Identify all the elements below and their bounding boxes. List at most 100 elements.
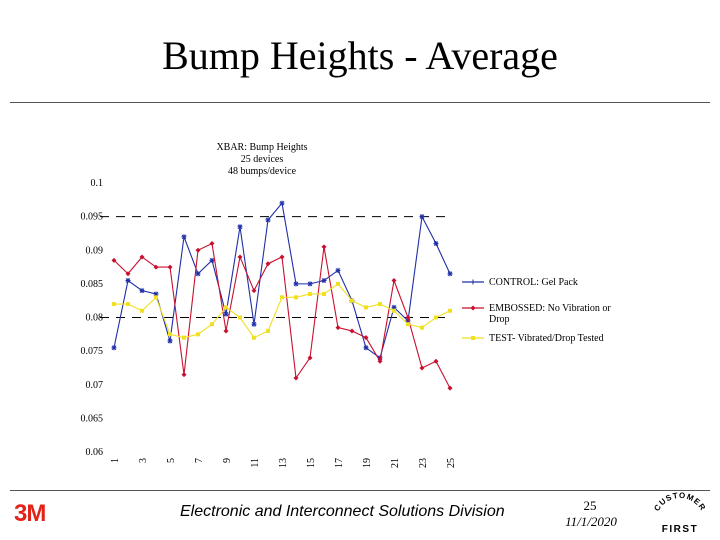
data-point (363, 335, 369, 341)
data-point (181, 234, 187, 240)
legend-marker (470, 279, 476, 285)
data-point (433, 358, 439, 364)
data-point (364, 305, 368, 310)
data-point (322, 291, 326, 296)
x-tick-label: 5 (166, 458, 177, 463)
data-point (349, 328, 355, 334)
data-point (350, 298, 354, 303)
data-point (420, 325, 424, 330)
data-point (308, 291, 312, 296)
data-point (195, 247, 201, 253)
data-point (279, 200, 285, 206)
data-point (195, 271, 201, 277)
data-point (293, 281, 299, 287)
data-point (307, 281, 313, 287)
data-point (419, 365, 425, 371)
data-point (448, 308, 452, 313)
data-point (237, 224, 243, 230)
x-tick-label: 17 (334, 458, 345, 468)
data-point (406, 322, 410, 327)
y-tick-label: 0.07 (86, 380, 104, 391)
data-point (140, 308, 144, 313)
page-date: 11/1/2020 (565, 514, 617, 529)
data-point (224, 305, 228, 310)
chart-title-line: XBAR: Bump Heights (216, 142, 307, 153)
data-point (265, 217, 271, 223)
data-point (139, 254, 145, 260)
series-line (113, 201, 451, 359)
data-point (153, 291, 159, 297)
y-tick-label: 0.065 (81, 413, 104, 424)
data-point (125, 278, 131, 284)
data-point (182, 335, 186, 340)
legend-label: Drop (489, 314, 510, 325)
data-point (307, 355, 313, 361)
x-tick-label: 7 (194, 458, 205, 463)
data-point (223, 328, 229, 334)
x-tick-label: 11 (250, 458, 261, 468)
data-point (196, 332, 200, 337)
svg-text:CUSTOMER: CUSTOMER (652, 492, 707, 513)
data-point (377, 355, 383, 361)
y-tick-label: 0.075 (81, 346, 104, 357)
y-tick-label: 0.09 (86, 245, 104, 256)
customer-first-logo: CUSTOMER FIRST (652, 492, 707, 535)
data-point (336, 281, 340, 286)
title-rule (10, 102, 710, 103)
legend-label: CONTROL: Gel Pack (489, 277, 578, 288)
data-point (111, 345, 117, 351)
y-tick-label: 0.095 (81, 212, 104, 223)
data-point (168, 332, 172, 337)
data-point (280, 295, 284, 300)
data-point (434, 315, 438, 320)
data-point (265, 261, 271, 267)
data-point (293, 375, 299, 381)
x-tick-label: 21 (390, 458, 401, 468)
data-point (377, 358, 383, 364)
data-point (294, 295, 298, 300)
x-tick-label: 25 (446, 458, 457, 468)
data-point (112, 302, 116, 307)
y-tick-label: 0.08 (86, 313, 104, 324)
data-point (139, 288, 145, 294)
data-point (405, 318, 411, 324)
data-point (335, 325, 341, 331)
customer-first-bottom: FIRST (662, 524, 698, 535)
data-point (223, 311, 229, 317)
data-point (447, 271, 453, 277)
division-name: Electronic and Interconnect Solutions Di… (180, 503, 505, 520)
data-point (392, 308, 396, 313)
data-point (111, 257, 117, 263)
x-tick-label: 13 (278, 458, 289, 468)
data-point (391, 278, 397, 284)
data-point (252, 335, 256, 340)
data-point (251, 288, 257, 294)
data-point (210, 322, 214, 327)
data-point (266, 328, 270, 333)
data-point (209, 241, 215, 247)
data-point (167, 264, 173, 270)
data-point (154, 295, 158, 300)
page-number: 25 (583, 498, 597, 513)
footer-rule (10, 490, 710, 491)
data-point (237, 254, 243, 260)
data-point (209, 257, 215, 263)
data-point (447, 385, 453, 391)
data-point (363, 345, 369, 351)
data-point (126, 302, 130, 307)
data-point (125, 271, 131, 277)
chart-title-line: 25 devices (241, 154, 284, 165)
data-point (391, 304, 397, 310)
x-tick-label: 19 (362, 458, 373, 468)
data-point (378, 302, 382, 307)
data-point (251, 321, 257, 327)
data-point (279, 254, 285, 260)
y-tick-label: 0.085 (81, 279, 104, 290)
slide-title: Bump Heights - Average (162, 33, 558, 78)
data-point (405, 315, 411, 320)
data-point (321, 278, 327, 284)
data-point (335, 267, 341, 273)
chart-title-line: 48 bumps/device (228, 166, 297, 177)
x-tick-label: 1 (110, 458, 121, 463)
y-tick-label: 0.1 (91, 178, 104, 189)
